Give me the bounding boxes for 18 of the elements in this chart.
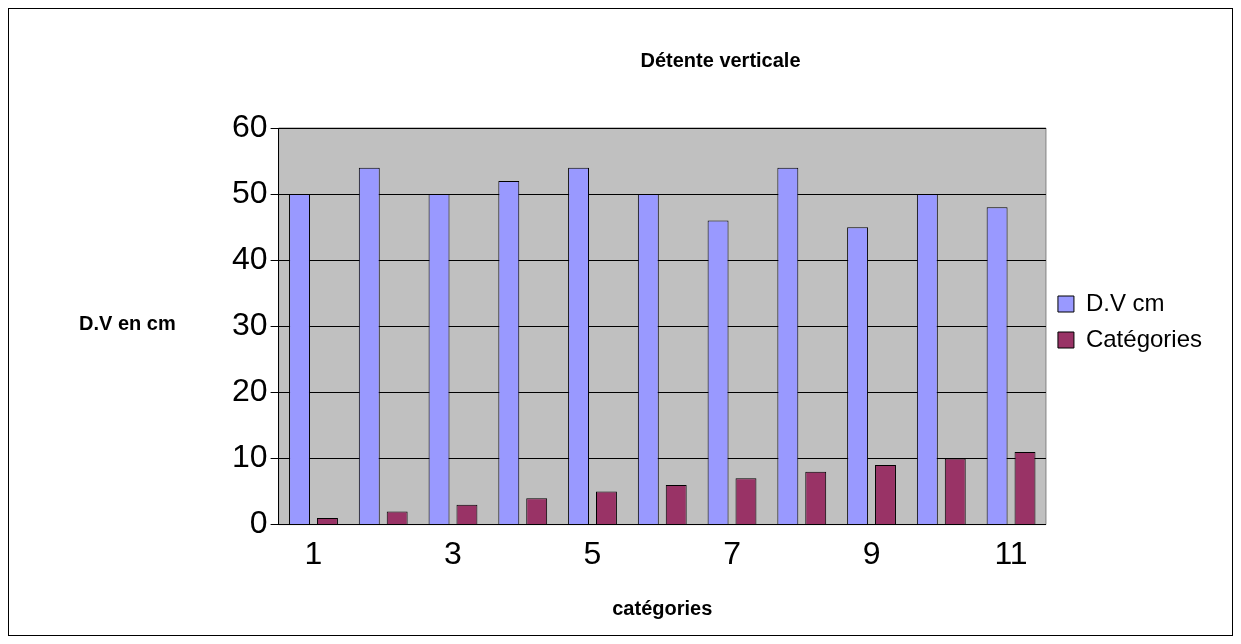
y-tick-label: 50 <box>232 173 268 210</box>
x-axis-title: catégories <box>612 596 713 619</box>
y-tick-label: 20 <box>232 372 268 409</box>
y-tick-label: 10 <box>232 438 268 475</box>
legend-label: D.V cm <box>1085 288 1165 316</box>
x-tick-label: 9 <box>862 534 881 571</box>
y-tick-label: 60 <box>232 107 268 144</box>
x-tick-label: 7 <box>723 534 741 571</box>
chart-title: Détente verticale <box>640 48 801 71</box>
y-axis-title: D.V en cm <box>79 312 176 335</box>
y-tick-label: 40 <box>232 240 268 277</box>
x-tick-label: 11 <box>994 534 1028 571</box>
y-tick-label: 30 <box>232 306 268 343</box>
x-tick-label: 5 <box>583 534 602 571</box>
legend-label: Catégories <box>1085 324 1202 352</box>
x-tick-label: 1 <box>304 534 323 571</box>
y-tick-label: 0 <box>249 504 268 541</box>
x-tick-label: 3 <box>444 534 462 571</box>
